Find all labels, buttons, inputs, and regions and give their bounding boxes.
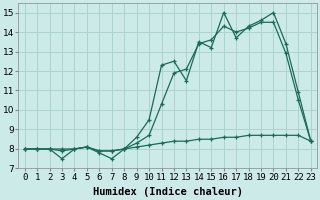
X-axis label: Humidex (Indice chaleur): Humidex (Indice chaleur) — [93, 187, 243, 197]
